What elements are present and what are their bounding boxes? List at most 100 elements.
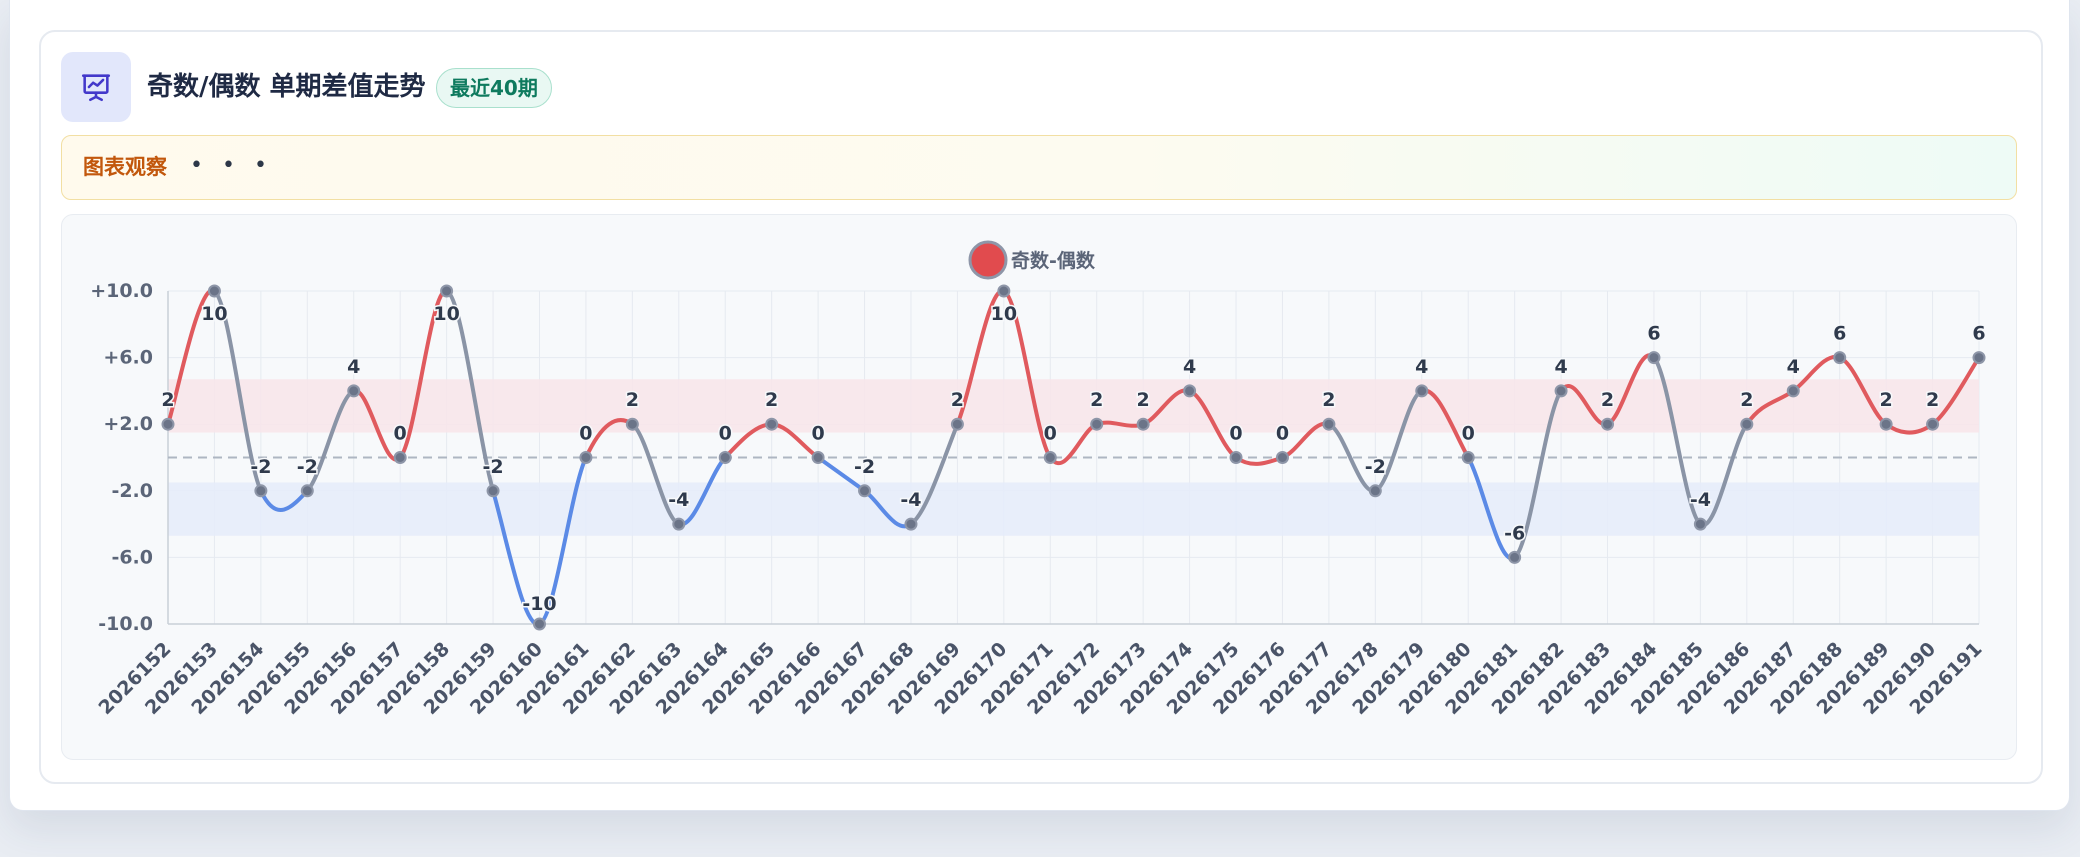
data-label: 4 (1183, 356, 1196, 378)
series-line-segment (444, 289, 496, 493)
data-point (1833, 351, 1847, 365)
data-label: 0 (1462, 423, 1475, 445)
data-point (1879, 417, 1893, 431)
data-point (1786, 384, 1800, 398)
series-line-segment (1234, 455, 1285, 466)
data-point (1229, 451, 1243, 464)
data-label: 2 (1880, 389, 1893, 411)
page-panel: 奇数/偶数 单期差值走势 最近40期 图表观察 • • • +10.0 +6.0 +… (9, 0, 2070, 811)
data-point (950, 417, 964, 431)
data-point (1368, 484, 1382, 498)
data-point (997, 284, 1011, 298)
data-point (1972, 351, 1986, 365)
series-line-segment (1512, 388, 1564, 560)
data-label: 2 (765, 389, 778, 411)
series-line-segment (398, 288, 449, 460)
positive-band (168, 379, 1979, 433)
presentation-chart-icon (61, 52, 131, 122)
data-point (1183, 384, 1197, 398)
data-label: 6 (1972, 323, 1985, 345)
observation-title: 图表观察 (83, 155, 167, 179)
data-label: 2 (161, 389, 174, 411)
data-label: -6 (1504, 522, 1525, 544)
card-header: 奇数/偶数 单期差值走势 最近40期 (61, 52, 961, 122)
chart-card: 奇数/偶数 单期差值走势 最近40期 图表观察 • • • +10.0 +6.0 +… (39, 30, 2043, 784)
data-label: 0 (1276, 423, 1289, 445)
data-point (161, 417, 175, 431)
chart-title: 奇数/偶数 单期差值走势 (147, 72, 426, 102)
data-point (440, 284, 454, 298)
series-line-segment (630, 422, 681, 527)
data-label: 2 (1601, 389, 1614, 411)
data-point (1043, 451, 1057, 464)
data-label: 10 (433, 303, 459, 325)
data-label: 2 (1322, 389, 1335, 411)
data-label: 0 (1229, 423, 1242, 445)
data-point (765, 417, 779, 431)
data-label: 0 (811, 423, 824, 445)
data-point (1647, 351, 1661, 365)
data-point (254, 484, 268, 498)
data-label: -10 (522, 593, 556, 615)
data-label: 4 (1554, 356, 1567, 378)
negative-band (168, 482, 1979, 536)
data-label: 0 (394, 423, 407, 445)
data-label: -4 (668, 489, 689, 511)
series-line-segment (212, 289, 263, 493)
data-label: -4 (900, 489, 921, 511)
data-point (904, 517, 918, 531)
data-point (1275, 451, 1289, 464)
data-point (1693, 517, 1707, 531)
data-label: 2 (951, 389, 964, 411)
data-label: -2 (854, 456, 875, 478)
data-point (393, 451, 407, 464)
data-label: 6 (1833, 323, 1846, 345)
data-label: 6 (1647, 323, 1660, 345)
data-label: 2 (1137, 389, 1150, 411)
data-label: 2 (1740, 389, 1753, 411)
period-badge[interactable]: 最近40期 (436, 68, 552, 108)
data-label: 0 (719, 423, 732, 445)
data-point (1090, 417, 1104, 431)
data-label: 4 (1787, 356, 1800, 378)
data-point (486, 484, 500, 498)
data-point (300, 484, 314, 498)
y-tick-label: -2.0 (111, 480, 153, 502)
data-point (532, 617, 546, 631)
y-tick-label: -10.0 (98, 613, 153, 635)
legend-label: 奇数-偶数 (1011, 249, 1096, 272)
series-line-segment (908, 422, 960, 527)
data-point (347, 384, 361, 398)
y-tick-label: +6.0 (103, 347, 153, 369)
data-point (579, 451, 593, 464)
data-label: 0 (1044, 423, 1057, 445)
line-chart: +10.0+6.0+2.0-2.0-6.0-10.020261522026153… (90, 240, 1987, 719)
data-label: -2 (1365, 456, 1386, 478)
data-point (625, 417, 639, 431)
data-label: 2 (1926, 389, 1939, 411)
data-point (1415, 384, 1429, 398)
data-label: -4 (1690, 489, 1711, 511)
data-point (207, 284, 221, 298)
data-label: -2 (482, 456, 503, 478)
data-label: 10 (201, 303, 227, 325)
data-label: 4 (347, 356, 360, 378)
data-point (1508, 550, 1522, 564)
data-point (1136, 417, 1150, 431)
series-line-segment (1001, 289, 1053, 460)
observation-bar[interactable]: 图表观察 • • • (61, 135, 2017, 200)
data-point (718, 451, 732, 464)
series-line-segment (258, 488, 310, 512)
legend-marker (968, 240, 1008, 280)
data-point (1322, 417, 1336, 431)
data-label: -2 (297, 456, 318, 478)
y-tick-label: +10.0 (90, 280, 153, 302)
data-label: -2 (250, 456, 271, 478)
y-tick-label: -6.0 (111, 546, 153, 568)
series-line-segment (537, 455, 588, 626)
data-point (811, 451, 825, 464)
data-label: 4 (1415, 356, 1428, 378)
more-dots-icon[interactable]: • • • (190, 153, 273, 178)
data-point (672, 517, 686, 531)
series-line-segment (1373, 388, 1424, 493)
